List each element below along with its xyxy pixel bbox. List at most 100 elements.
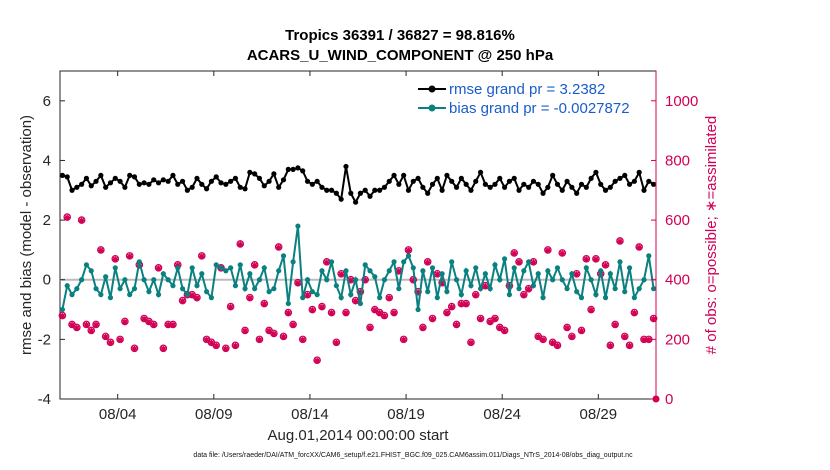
obs-assimilated-point — [88, 328, 95, 335]
x-tick-label: 08/14 — [291, 406, 329, 423]
obs-assimilated-point — [549, 339, 556, 346]
rmse-point — [295, 165, 301, 171]
bias-point — [103, 274, 109, 280]
bias-point — [136, 259, 142, 265]
obs-assimilated-point — [357, 289, 364, 296]
obs-assimilated-point — [251, 262, 258, 269]
bias-point — [622, 289, 628, 295]
obs-assimilated-point — [636, 244, 643, 251]
obs-assimilated-point — [482, 283, 489, 290]
rmse-point — [381, 184, 388, 190]
rmse-point — [184, 187, 190, 193]
bias-point — [477, 286, 484, 292]
obs-assimilated-point — [386, 295, 393, 302]
bias-point — [208, 295, 215, 301]
rmse-point — [545, 184, 551, 190]
rmse-point — [540, 190, 546, 196]
data-file-footer: data file: /Users/raeder/DAI/ATM_forcXX/… — [193, 452, 633, 459]
bias-point — [415, 306, 421, 313]
obs-assimilated-point — [592, 256, 599, 263]
bias-point — [304, 277, 311, 283]
rmse-point — [501, 184, 508, 190]
obs-assimilated-point — [362, 277, 369, 284]
obs-assimilated-point — [131, 345, 138, 352]
bias-point — [218, 265, 224, 271]
obs-assimilated-point — [323, 259, 330, 266]
obs-assimilated-point — [165, 322, 172, 329]
obs-assimilated-point — [472, 292, 479, 299]
obs-assimilated-point — [347, 277, 354, 284]
rmse-point — [607, 184, 613, 190]
rmse-point — [324, 187, 330, 193]
obs-assimilated-point — [559, 250, 566, 257]
bias-point — [420, 268, 426, 274]
obs-assimilated-point — [520, 292, 527, 299]
y-right-tick-label: 600 — [665, 212, 690, 229]
rmse-point — [391, 172, 397, 178]
rmse-point — [386, 178, 392, 184]
bias-point — [636, 286, 642, 292]
obs-assimilated-point — [193, 295, 200, 302]
bias-point — [266, 289, 272, 295]
x-tick-label: 08/19 — [387, 406, 425, 423]
bias-point — [545, 268, 551, 274]
obs-assimilated-point — [612, 322, 619, 329]
obs-assimilated-point — [463, 301, 470, 308]
rmse-point — [261, 183, 267, 189]
bias-point — [252, 286, 258, 292]
bias-point — [473, 265, 479, 271]
obs-assimilated-point — [376, 310, 383, 317]
bias-point — [554, 265, 561, 271]
rmse-point — [429, 181, 436, 187]
bias-point — [203, 289, 210, 295]
x-axis-label: Aug.01,2014 00:00:00 start — [268, 427, 450, 444]
bias-point — [372, 274, 378, 280]
obs-assimilated-point — [405, 247, 412, 254]
bias-point — [583, 265, 589, 271]
rmse-point — [131, 174, 138, 180]
bias-point — [64, 283, 70, 289]
bias-line — [61, 225, 655, 310]
y-tick-label: 2 — [43, 212, 51, 229]
bias-point — [602, 295, 609, 301]
rmse-point — [449, 178, 455, 184]
rmse-point — [213, 174, 219, 180]
rmse-point — [367, 193, 373, 199]
rmse-point — [271, 171, 277, 177]
bias-point — [492, 262, 498, 268]
rmse-point — [348, 190, 354, 196]
obs-assimilated-point — [169, 322, 176, 329]
obs-assimilated-point — [83, 322, 90, 329]
obs-assimilated-point — [107, 339, 114, 346]
bias-point — [295, 223, 301, 229]
rmse-point — [593, 169, 599, 175]
bias-point — [530, 283, 537, 289]
bias-point — [300, 295, 306, 301]
obs-assimilated-point — [568, 333, 575, 340]
bias-point — [93, 286, 99, 292]
rmse-point — [492, 181, 498, 187]
rmse-point — [444, 172, 450, 178]
y-tick-label: -4 — [38, 391, 51, 408]
bias-point — [578, 295, 585, 301]
bias-point — [170, 283, 176, 289]
rmse-point — [598, 181, 604, 187]
rmse-point — [266, 178, 272, 184]
obs-assimilated-point — [391, 310, 398, 317]
bias-point — [79, 277, 85, 283]
bias-point — [290, 259, 296, 265]
obs-assimilated-point — [530, 259, 537, 266]
rmse-point — [247, 169, 253, 175]
bias-point — [401, 259, 407, 265]
rmse-point — [155, 180, 162, 186]
y-tick-label: 4 — [43, 152, 51, 169]
bias-point — [396, 286, 402, 292]
rmse-point — [650, 181, 657, 187]
rmse-point — [165, 178, 171, 184]
rmse-point — [588, 175, 594, 181]
bias-point — [160, 271, 166, 277]
rmse-point — [641, 187, 647, 193]
rmse-point — [127, 172, 133, 178]
obs-assimilated-point — [477, 316, 484, 323]
bias-point — [550, 277, 556, 283]
